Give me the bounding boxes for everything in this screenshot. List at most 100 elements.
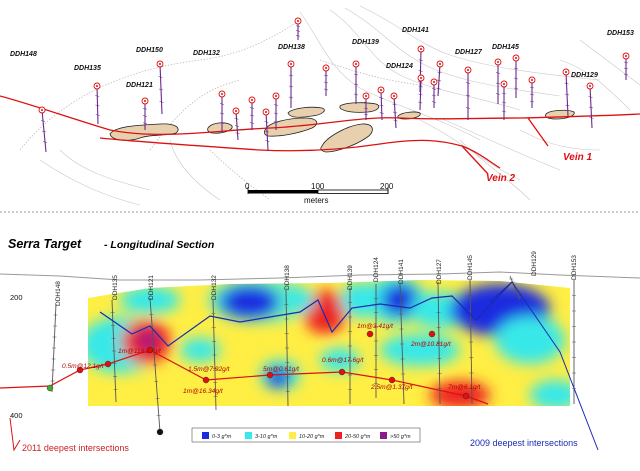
plan-label-ddh150: DDH150: [136, 47, 163, 54]
note-2011-deepest: 2011 deepest intersections: [22, 443, 129, 453]
section-label-ddh153: DDH153: [571, 255, 578, 280]
drill-collar-dot: [325, 67, 327, 69]
drill-tick: [353, 73, 359, 76]
drill-tick: [379, 97, 384, 99]
drill-tick: [513, 87, 519, 90]
drill-tick: [418, 70, 423, 72]
drill-trace: [589, 85, 593, 129]
drill-collar-dot: [589, 85, 591, 87]
drill-collar-dot: [467, 69, 469, 71]
intersection-point: [462, 392, 470, 400]
drill-tick: [234, 117, 239, 120]
drill-collar-dot: [235, 110, 237, 112]
plan-label-ddh153: DDH153: [607, 30, 634, 37]
drill-collar-dot: [380, 89, 382, 91]
drill-tick: [249, 107, 255, 109]
drill-trace: [380, 89, 383, 121]
legend-label-10-20: 10-20 g*m: [299, 434, 325, 440]
vein-1-trace: [0, 95, 640, 136]
intersection-markers: [46, 330, 470, 436]
grade-legend: 0-3 g*m 3-10 g*m 10-20 g*m 20-50 g*m >50…: [191, 427, 421, 443]
drill-collar-dot: [497, 61, 499, 63]
drill-tick: [589, 117, 594, 119]
section-label-ddh129: DDH129: [531, 251, 538, 276]
plan-label-ddh127: DDH127: [455, 49, 483, 56]
legend-swatch-10-20: [289, 432, 296, 439]
plan-label-ddh132: DDH132: [193, 50, 220, 57]
deepest-2009-leader: [511, 281, 599, 451]
intersection-label-2: 1.5m@7.92g/t: [188, 366, 231, 373]
section-label-ddh127: DDH127: [436, 259, 443, 284]
drill-collar-dot: [159, 63, 161, 65]
drill-tick: [418, 85, 423, 88]
legend-label-50plus: >50 g*m: [390, 434, 411, 440]
drill-tick: [495, 72, 501, 74]
section-label-ddh135: DDH135: [112, 275, 119, 300]
intersection-point: [266, 371, 274, 379]
drill-collar-dot: [565, 71, 567, 73]
legend-label-3-10: 3-10 g*m: [255, 434, 278, 440]
drill-tick: [363, 113, 369, 116]
drill-tick: [431, 101, 437, 103]
drill-tick: [393, 119, 398, 122]
drill-tick: [323, 88, 329, 91]
drill-collar-dot: [365, 95, 367, 97]
drill-trace: [565, 71, 569, 117]
drill-tick: [95, 114, 100, 116]
drill-tick: [295, 34, 301, 37]
intersection-point: [366, 330, 374, 338]
drill-tick: [288, 96, 294, 99]
drill-tick: [529, 100, 535, 103]
drill-tick: [623, 67, 629, 70]
intersection-point: [388, 376, 396, 384]
drill-tick: [158, 88, 164, 91]
plan-hole-labels: DDH148 DDH135 DDH150 DDH121 DDH132 DDH13…: [10, 27, 634, 89]
drill-tick: [42, 141, 48, 143]
drill-tick: [392, 111, 398, 114]
drill-tick: [295, 25, 301, 28]
legend-swatch-3-10: [245, 432, 252, 439]
plan-label-ddh121: DDH121: [126, 82, 153, 89]
vein-2-label: Vein 2: [486, 173, 516, 184]
drill-tick: [623, 73, 629, 76]
deepest-2009-line: [99, 281, 513, 347]
drill-tick: [273, 104, 279, 106]
vein-2-leader: [461, 145, 489, 175]
depth-tick-400: 400: [10, 411, 23, 420]
drill-tick: [588, 106, 594, 109]
drill-collar-dot: [221, 93, 223, 95]
drill-tick: [392, 103, 397, 106]
scale-bar: 0 100 200 meters: [245, 182, 394, 205]
vein-lines: [0, 95, 640, 175]
drill-tick: [158, 76, 163, 78]
drill-collar-dot: [420, 77, 422, 79]
drill-holes: [38, 17, 630, 153]
drill-tick: [588, 96, 593, 98]
intersection-point: [46, 384, 54, 392]
legend-swatch-20-50: [335, 432, 342, 439]
drill-tick: [565, 104, 570, 107]
drill-tick: [273, 121, 279, 123]
drill-tick: [265, 140, 270, 142]
drill-collar-dot: [251, 99, 253, 101]
drill-collar-dot: [433, 81, 435, 83]
depth-tick-200: 200: [10, 293, 23, 302]
drill-tick: [513, 67, 519, 70]
intersection-label-6: 1m@3.41g/t: [357, 323, 394, 330]
section-label-ddh141: DDH141: [398, 259, 405, 284]
intersection-point: [202, 376, 210, 384]
section-label-ddh124: DDH124: [373, 257, 380, 282]
legend-swatch-0-3: [202, 432, 209, 439]
intersection-point: [104, 360, 112, 368]
scale-tick-200: 200: [380, 182, 394, 191]
drill-tick: [418, 93, 423, 96]
section-subtitle: - Longitudinal Section: [104, 239, 214, 251]
drill-tick: [363, 101, 369, 104]
drill-collar-dot: [439, 63, 441, 65]
drill-collar-dot: [503, 83, 505, 85]
section-drill-holes: [50, 275, 576, 433]
intersection-label-5: 0.6m@17.6g/t: [322, 357, 365, 364]
grade-contour-block: [88, 280, 570, 406]
intersection-point: [428, 330, 436, 338]
drill-collar-dot: [355, 63, 357, 65]
